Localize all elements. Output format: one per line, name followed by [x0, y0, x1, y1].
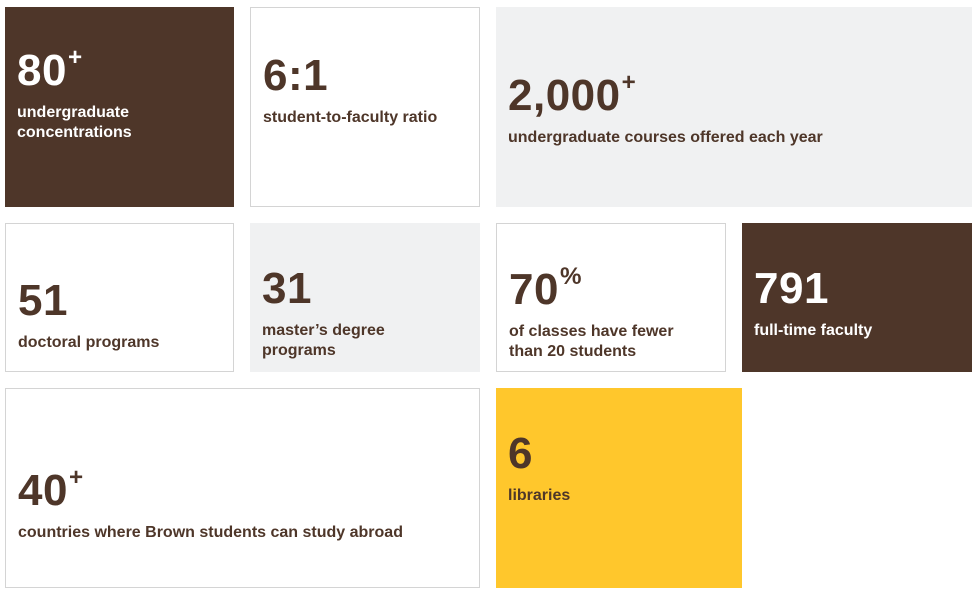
- stat-label: undergraduate concentrations: [17, 104, 132, 141]
- stat-tile-full-time-faculty: 791 full-time faculty: [742, 223, 972, 372]
- stat-tile-libraries: 6 libraries: [496, 388, 742, 588]
- stat-value: 51: [18, 275, 68, 325]
- stat-value: 70%: [509, 263, 582, 314]
- stat-tile-concentrations: 80+ undergraduate concentrations: [5, 7, 234, 207]
- stat-label: student-to-faculty ratio: [263, 109, 438, 126]
- stat-label: master’s degree programs: [262, 322, 385, 359]
- stat-suffix: %: [559, 263, 582, 290]
- stat-value: 40+: [18, 464, 84, 515]
- stat-tile-faculty-ratio: 6:1 student-to-faculty ratio: [250, 7, 480, 207]
- stat-suffix: +: [68, 464, 84, 491]
- stat-value: 80+: [17, 44, 83, 95]
- stat-tile-masters: 31 master’s degree programs: [250, 223, 480, 372]
- stat-value: 2,000+: [508, 69, 637, 120]
- stat-tile-courses: 2,000+ undergraduate courses offered eac…: [496, 7, 972, 207]
- stat-label: full-time faculty: [754, 322, 873, 339]
- stat-label: undergraduate courses offered each year: [508, 129, 823, 146]
- stat-tile-study-abroad: 40+ countries where Brown students can s…: [5, 388, 480, 588]
- stat-label: of classes have fewer than 20 students: [509, 323, 674, 360]
- stat-suffix: +: [621, 69, 637, 96]
- stat-tile-class-size: 70% of classes have fewer than 20 studen…: [496, 223, 726, 372]
- stat-label: countries where Brown students can study…: [18, 524, 403, 541]
- stat-label: libraries: [508, 487, 571, 504]
- stat-value: 6:1: [263, 51, 329, 100]
- stat-tile-doctoral: 51 doctoral programs: [5, 223, 234, 372]
- stat-value: 6: [508, 429, 533, 478]
- stat-suffix: +: [67, 44, 83, 71]
- stat-value: 31: [262, 264, 312, 313]
- stat-label: doctoral programs: [18, 333, 160, 351]
- stat-value: 791: [754, 264, 829, 313]
